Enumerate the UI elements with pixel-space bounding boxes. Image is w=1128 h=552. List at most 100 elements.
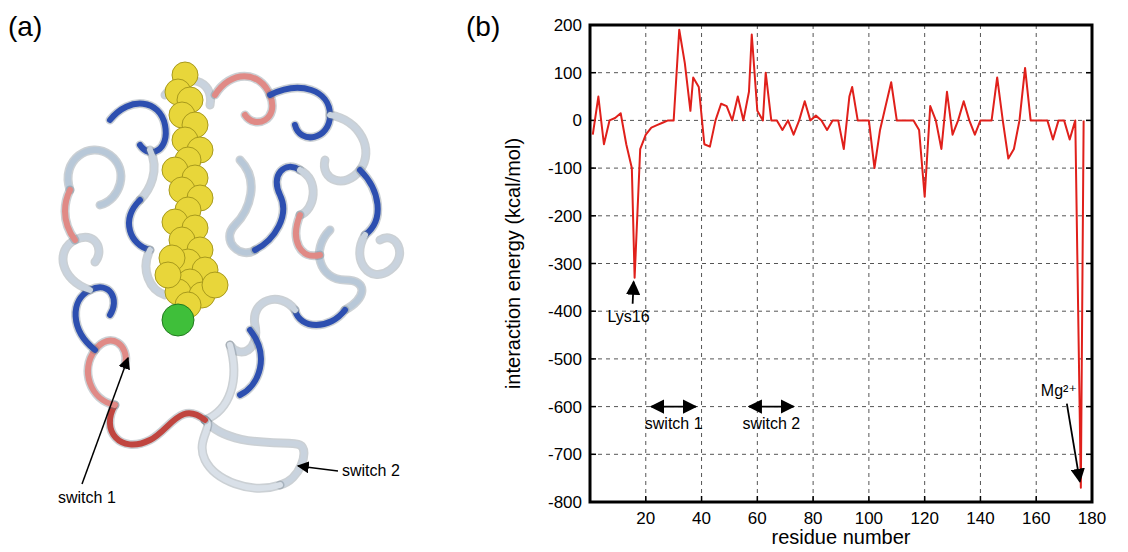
panel-b: (b) -800 -700 -600 -500 -400 -300 -200 -100 0 100 2… [466,11,1106,548]
label-arrow [298,466,338,471]
ribbon [202,420,280,488]
tick-label: -100 [548,159,582,178]
ribbon-shadow [202,420,280,488]
ribbon-shadow [140,150,154,200]
ribbon [215,76,272,122]
ribbon [63,237,99,290]
annotation: switch 1 [645,415,703,432]
tick-label: -600 [548,398,582,417]
ribbon-shadow [270,88,330,137]
tick-label: -400 [548,302,582,321]
range-arrow [651,406,696,408]
ribbon [360,235,400,275]
ribbon-shadow [319,230,362,310]
tick-label: -300 [548,255,582,274]
grid-line [590,358,1092,359]
grid [590,25,1092,502]
annotations: Lys16 switch 1 switch 2 Mg²⁺ [608,282,1080,482]
tick-label: 100 [554,64,582,83]
tick-label: 200 [554,16,582,35]
annotation: switch 2 [742,415,800,432]
annotation: Lys16 [608,308,650,325]
ribbon [230,160,255,253]
ligand-atom [155,262,181,288]
grid-line [590,72,1092,73]
ribbon [360,170,378,235]
annotation: Mg²⁺ [1041,382,1077,399]
grid-line [590,215,1092,216]
ribbon [68,150,121,205]
mg-ion [162,304,194,336]
ribbon-shadow [63,237,99,290]
data-layer [593,30,1084,488]
annotation-arrow [1067,404,1080,482]
ligand-atom [202,272,228,298]
grid-line [590,168,1092,169]
ribbon [295,310,345,325]
ribbon [270,88,330,137]
data-line [593,30,1084,488]
range-arrow [749,406,794,408]
ribbon-shadow [295,310,345,325]
ribbon-shadow [129,200,150,250]
ribbon [296,215,320,256]
grid-line [590,406,1092,407]
tick-label: -800 [548,493,582,512]
ribbon [129,200,150,250]
structure-label: switch 1 [58,489,116,506]
ribbon-shadow [360,235,400,275]
grid-line [590,454,1092,455]
grid-line [924,25,925,502]
ticks: -800 -700 -600 -500 -400 -300 -200 -100 0 100 200 2… [548,16,1106,528]
grid-line [1036,25,1037,502]
ribbon-shadow [230,160,255,253]
tick-label: 140 [966,509,994,528]
tick-label: -500 [548,350,582,369]
ribbon [140,150,154,200]
tick-label: 0 [573,111,582,130]
ribbon-shadow [296,215,320,256]
ribbon-shadow [205,345,234,420]
ribbon-shadow [68,150,121,205]
grid-line [590,311,1092,312]
axis-title: residue number [772,526,911,548]
grid-line [868,25,869,502]
ribbon-shadow [110,405,205,445]
ribbon-shadow [300,170,313,215]
panel-a: (a) switch 1 switch 2 [8,11,400,506]
ribbon [240,330,261,395]
ribbon-shadow [215,76,272,122]
annotation-arrow [633,282,634,304]
ribbon-shadow [360,170,378,235]
tick-label: -200 [548,207,582,226]
ribbon [319,230,362,310]
grid-line [813,25,814,502]
tick-label: 120 [910,509,938,528]
ribbon [300,170,313,215]
ribbon [65,190,75,240]
tick-label: -700 [548,445,582,464]
ribbon [205,345,234,420]
tick-label: 60 [748,509,767,528]
panel-label: (a) [8,11,42,42]
figure: (a) switch 1 switch 2 (b) -800 -700 -600 -500 -4… [0,0,1128,552]
structure-label: switch 2 [342,462,400,479]
grid-line [590,263,1092,264]
ribbon-shadow [65,190,75,240]
plot-frame [590,25,1092,502]
ribbon [110,405,205,445]
ribbon [76,287,114,350]
ribbon-shadow [76,287,114,350]
grid-line [980,25,981,502]
tick-label: 160 [1022,509,1050,528]
ribbon-shadow [110,104,166,152]
label-arrow [82,358,128,484]
panel-label: (b) [466,11,500,42]
tick-label: 180 [1078,509,1106,528]
axis-title: interaction energy (kcal/mol) [502,138,524,389]
ligand [155,62,228,336]
tick-label: 40 [692,509,711,528]
ribbon-shadow [240,330,261,395]
ribbon [110,104,166,152]
tick-label: 20 [636,509,655,528]
